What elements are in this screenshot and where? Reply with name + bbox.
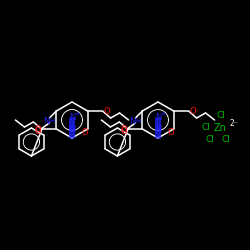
Text: +: + — [74, 111, 80, 117]
Text: O: O — [34, 126, 41, 136]
Text: N: N — [69, 126, 75, 134]
Text: N: N — [129, 116, 136, 126]
Text: Cl: Cl — [216, 112, 226, 120]
Text: Cl: Cl — [222, 134, 230, 143]
Text: O: O — [120, 124, 127, 134]
Text: H: H — [136, 118, 141, 124]
Text: +: + — [160, 111, 166, 117]
Text: N: N — [43, 116, 50, 126]
Text: H: H — [50, 118, 55, 124]
Text: N: N — [155, 112, 161, 122]
Text: N: N — [155, 126, 161, 134]
Text: O: O — [168, 128, 174, 137]
Text: 2⁻: 2⁻ — [230, 118, 238, 128]
Text: Cl: Cl — [202, 124, 210, 132]
Text: Cl: Cl — [206, 134, 214, 143]
Text: O: O — [120, 126, 127, 136]
Text: O: O — [103, 106, 110, 116]
Text: O: O — [34, 124, 41, 134]
Text: Zn: Zn — [214, 123, 226, 133]
Text: O: O — [82, 128, 88, 137]
Text: N: N — [69, 112, 75, 122]
Text: O: O — [189, 106, 196, 116]
